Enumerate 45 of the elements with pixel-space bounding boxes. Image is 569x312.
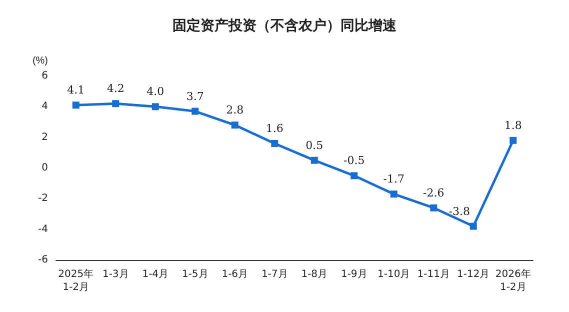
- data-label: 1.6: [266, 122, 284, 135]
- data-label: 1.8: [504, 118, 522, 132]
- point: [271, 140, 278, 147]
- x-tick-label: 1-9月: [340, 269, 368, 280]
- x-tick-label: 1-10月: [378, 269, 410, 280]
- data-label: 3.7: [186, 90, 204, 103]
- data-label: -0.5: [344, 154, 365, 168]
- point: [470, 222, 477, 230]
- data-label: 4.2: [106, 82, 124, 96]
- x-tick-label: 1-4月: [142, 269, 169, 280]
- data-label: 2.8: [226, 104, 244, 117]
- data-label: 4.0: [146, 85, 164, 98]
- y-tick-label: 6: [42, 70, 48, 82]
- x-tick-label: 1-11月: [417, 269, 450, 280]
- data-label: -1.7: [383, 172, 404, 186]
- point: [510, 136, 517, 144]
- data-label: 4.1: [67, 84, 85, 97]
- x-tick-label: 1-3月: [102, 269, 129, 280]
- x-tick-label: 2025年 1-2月: [58, 268, 94, 293]
- y-tick-label: 0: [42, 162, 48, 174]
- data-label: -2.6: [423, 186, 444, 200]
- x-tick-label: 1-6月: [222, 269, 248, 280]
- x-tick-label: 1-7月: [261, 269, 288, 280]
- y-tick-label: 4: [42, 101, 48, 112]
- point: [112, 100, 120, 108]
- chart-title: 固定资产投资（不含农户）同比增速: [172, 17, 398, 34]
- x-tick-label: 2026年 1-2月: [495, 268, 531, 293]
- point: [350, 172, 358, 180]
- x-tick-label: 1-5月: [182, 269, 208, 280]
- y-tick-label: 2: [42, 132, 48, 143]
- y-tick-label: -6: [38, 254, 48, 266]
- point: [152, 103, 159, 110]
- data-label: -3.8: [448, 204, 470, 218]
- point: [390, 190, 398, 198]
- data-label: 0.5: [306, 138, 324, 152]
- point: [192, 108, 199, 115]
- y-tick-label: -2: [38, 193, 48, 204]
- x-tick-label: 1-12月: [457, 269, 490, 280]
- y-axis-title: (%): [32, 56, 48, 66]
- point: [430, 204, 438, 212]
- y-tick-label: -4: [38, 224, 48, 235]
- point: [72, 102, 80, 109]
- x-tick-label: 1-8月: [301, 269, 328, 280]
- point: [310, 156, 318, 164]
- point: [231, 122, 238, 129]
